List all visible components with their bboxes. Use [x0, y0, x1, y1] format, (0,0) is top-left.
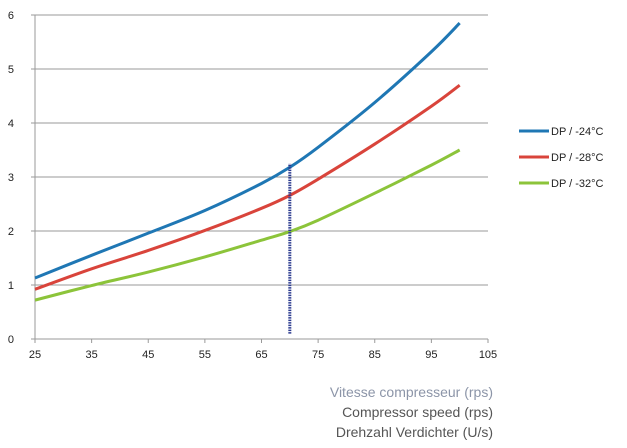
series-lines: [34, 22, 461, 302]
series-line-3: [34, 148, 461, 302]
y-tick-label: 2: [8, 226, 14, 238]
x-tick-label: 85: [369, 349, 381, 361]
x-tick-label: 65: [255, 349, 267, 361]
x-tick-label: 55: [199, 349, 211, 361]
legend-label-2: DP / -28°C: [551, 152, 604, 164]
y-tick-label: 5: [8, 64, 14, 76]
x-tick-label: 35: [86, 349, 98, 361]
x-axis-label-french: Vitesse compresseur (rps): [329, 384, 493, 400]
y-tick-label: 6: [8, 10, 14, 22]
x-tick-label: 105: [479, 349, 497, 361]
legend-label-3: DP / -32°C: [551, 178, 604, 190]
x-axis-label-german: Drehzahl Verdichter (U/s): [335, 424, 493, 440]
x-tick-label: 25: [29, 349, 41, 361]
y-tick-label: 3: [8, 172, 14, 184]
series-line-1: [34, 22, 461, 280]
x-tick-label: 45: [142, 349, 154, 361]
y-tick-label: 4: [8, 118, 14, 130]
y-axis: 0 1 2 3 4 5 6: [8, 10, 36, 346]
series-line-2: [34, 83, 461, 291]
x-axis-label-english: Compressor speed (rps): [342, 404, 493, 420]
y-tick-label: 0: [8, 334, 14, 346]
x-axis: 25 35 45 55 65 75 85 95 105: [29, 339, 497, 361]
grid-lines: [35, 14, 488, 340]
x-tick-label: 75: [312, 349, 324, 361]
legend-label-1: DP / -24°C: [551, 126, 604, 138]
x-tick-label: 95: [425, 349, 437, 361]
legend: DP / -24°C DP / -28°C DP / -32°C: [519, 126, 604, 190]
y-tick-label: 1: [8, 280, 14, 292]
